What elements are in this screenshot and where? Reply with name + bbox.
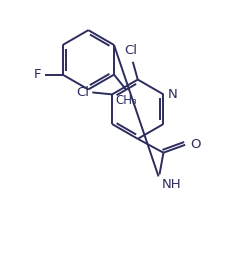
Text: CH₃: CH₃: [115, 94, 137, 107]
Text: Cl: Cl: [76, 86, 89, 99]
Text: N: N: [167, 88, 177, 101]
Text: O: O: [190, 138, 201, 151]
Text: NH: NH: [161, 178, 181, 191]
Text: F: F: [33, 68, 41, 81]
Text: Cl: Cl: [124, 44, 137, 57]
